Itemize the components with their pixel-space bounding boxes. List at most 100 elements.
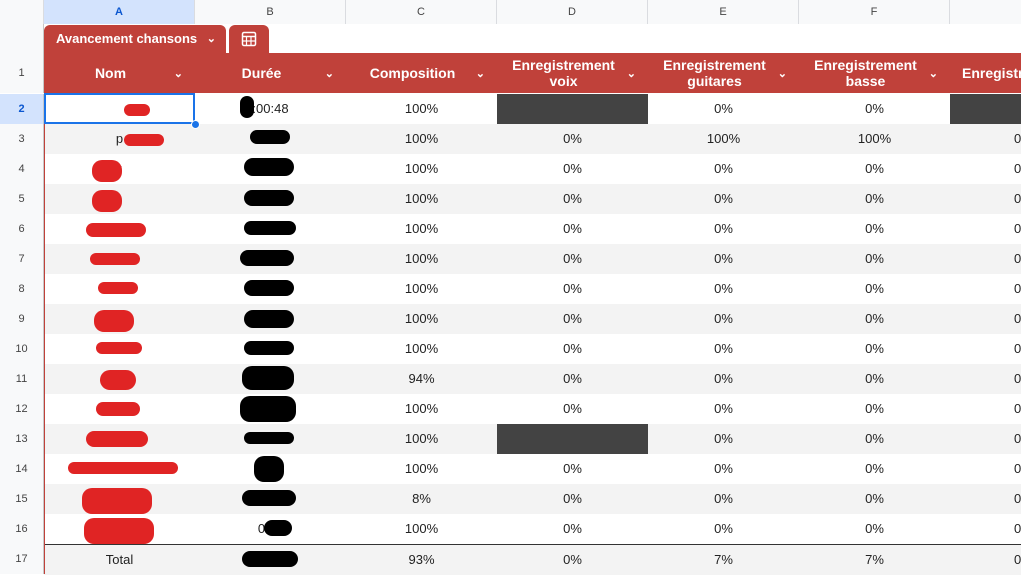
cell-voix[interactable]: 0% <box>563 281 582 296</box>
cell-basse[interactable]: 0% <box>865 101 884 116</box>
cell-basse[interactable]: 0% <box>865 341 884 356</box>
row-number[interactable]: 16 <box>0 514 44 544</box>
cell-guitares[interactable]: 0% <box>714 491 733 506</box>
cell-basse[interactable]: 0% <box>865 311 884 326</box>
cell-voix[interactable]: 0% <box>563 221 582 236</box>
cell-basse[interactable]: 0% <box>865 281 884 296</box>
cell-basse[interactable]: 0% <box>865 401 884 416</box>
cell-composition[interactable]: 100% <box>404 101 439 116</box>
row-number[interactable]: 11 <box>0 364 44 394</box>
row-number-1[interactable]: 1 <box>0 53 44 93</box>
cell-guitares[interactable]: 0% <box>714 191 733 206</box>
cell-batterie[interactable]: 0 <box>1014 521 1021 536</box>
cell-guitares[interactable]: 7% <box>714 552 733 567</box>
cell-composition[interactable]: 100% <box>404 311 439 326</box>
cell-composition[interactable]: 100% <box>404 461 439 476</box>
row-number[interactable]: 6 <box>0 214 44 244</box>
cell-voix[interactable] <box>497 424 648 454</box>
row-number[interactable]: 15 <box>0 484 44 514</box>
cell-guitares[interactable]: 0% <box>714 371 733 386</box>
cell-voix[interactable]: 0% <box>563 521 582 536</box>
cell-guitares[interactable]: 100% <box>706 131 741 146</box>
cell-composition[interactable]: 100% <box>404 431 439 446</box>
row-number[interactable]: 14 <box>0 454 44 484</box>
cell-basse[interactable]: 0% <box>865 521 884 536</box>
cell-batterie[interactable]: 0 <box>1014 371 1021 386</box>
cell-composition[interactable]: 100% <box>404 131 439 146</box>
cell-voix[interactable]: 0% <box>563 371 582 386</box>
header-guitares[interactable]: Enregistrement guitares ⌄ <box>648 53 799 93</box>
cell-composition[interactable]: 100% <box>404 251 439 266</box>
cell-composition[interactable]: 100% <box>404 221 439 236</box>
row-number[interactable]: 17 <box>0 544 44 574</box>
table-name-chip[interactable]: Avancement chansons ⌄ <box>44 25 226 53</box>
cell-composition[interactable]: 94% <box>408 371 435 386</box>
cell-batterie[interactable]: 0 <box>1014 221 1021 236</box>
column-header-g[interactable] <box>950 0 1021 24</box>
chevron-down-icon[interactable]: ⌄ <box>324 68 334 80</box>
header-basse[interactable]: Enregistrement basse ⌄ <box>799 53 950 93</box>
row-number[interactable]: 2 <box>0 94 44 124</box>
row-number[interactable]: 12 <box>0 394 44 424</box>
cell-batterie[interactable]: 0 <box>1014 131 1021 146</box>
cell-composition[interactable]: 100% <box>404 161 439 176</box>
cell-basse[interactable]: 100% <box>857 131 892 146</box>
chevron-down-icon[interactable]: ⌄ <box>475 68 485 80</box>
column-header-e[interactable]: E <box>648 0 799 24</box>
cell-voix[interactable] <box>497 94 648 124</box>
cell-guitares[interactable]: 0% <box>714 461 733 476</box>
cell-composition[interactable]: 100% <box>404 191 439 206</box>
header-composition[interactable]: Composition ⌄ <box>346 53 497 93</box>
cell-guitares[interactable]: 0% <box>714 161 733 176</box>
cell-guitares[interactable]: 0% <box>714 101 733 116</box>
cell-composition[interactable]: 8% <box>412 491 431 506</box>
cell-voix[interactable]: 0% <box>563 131 582 146</box>
cell-guitares[interactable]: 0% <box>714 341 733 356</box>
cell-basse[interactable]: 7% <box>865 552 884 567</box>
cell-composition[interactable]: 100% <box>404 281 439 296</box>
cell-batterie[interactable]: 0 <box>1014 461 1021 476</box>
column-header-d[interactable]: D <box>497 0 648 24</box>
cell-guitares[interactable]: 0% <box>714 431 733 446</box>
cell-voix[interactable]: 0% <box>563 552 582 567</box>
cell-voix[interactable]: 0% <box>563 461 582 476</box>
header-duree[interactable]: Durée ⌄ <box>195 53 346 93</box>
chevron-down-icon[interactable]: ⌄ <box>928 68 938 80</box>
cell-guitares[interactable]: 0% <box>714 281 733 296</box>
cell-basse[interactable]: 0% <box>865 221 884 236</box>
cell-batterie[interactable] <box>950 94 1021 124</box>
cell-voix[interactable]: 0% <box>563 251 582 266</box>
cell-voix[interactable]: 0% <box>563 161 582 176</box>
row-number[interactable]: 5 <box>0 184 44 214</box>
fill-handle[interactable] <box>191 120 200 129</box>
cell-composition[interactable]: 100% <box>404 341 439 356</box>
cell-batterie[interactable]: 0 <box>1014 311 1021 326</box>
chevron-down-icon[interactable]: ⌄ <box>777 68 787 80</box>
header-batterie[interactable]: Enregistr batte <box>950 53 1021 93</box>
cell-voix[interactable]: 0% <box>563 341 582 356</box>
cell-voix[interactable]: 0% <box>563 191 582 206</box>
cell-voix[interactable]: 0% <box>563 311 582 326</box>
cell-batterie[interactable]: 0 <box>1014 341 1021 356</box>
cell-batterie[interactable]: 0 <box>1014 191 1021 206</box>
cell-basse[interactable]: 0% <box>865 491 884 506</box>
cell-batterie[interactable]: 0 <box>1014 401 1021 416</box>
header-nom[interactable]: Nom ⌄ <box>44 53 195 93</box>
column-header-f[interactable]: F <box>799 0 950 24</box>
cell-composition[interactable]: 100% <box>404 521 439 536</box>
chevron-down-icon[interactable]: ⌄ <box>626 68 636 80</box>
cell-guitares[interactable]: 0% <box>714 251 733 266</box>
cell-basse[interactable]: 0% <box>865 431 884 446</box>
cell-guitares[interactable]: 0% <box>714 221 733 236</box>
cell-guitares[interactable]: 0% <box>714 521 733 536</box>
cell-batterie[interactable]: 0 <box>1014 431 1021 446</box>
cell-nom[interactable]: Total <box>105 552 134 567</box>
header-voix[interactable]: Enregistrement voix ⌄ <box>497 53 648 93</box>
row-number[interactable]: 4 <box>0 154 44 184</box>
cell-composition[interactable]: 100% <box>404 401 439 416</box>
cell-guitares[interactable]: 0% <box>714 311 733 326</box>
chevron-down-icon[interactable]: ⌄ <box>206 33 216 45</box>
cell-basse[interactable]: 0% <box>865 461 884 476</box>
select-all-corner[interactable] <box>0 0 44 24</box>
cell-batterie[interactable]: 0 <box>1014 161 1021 176</box>
